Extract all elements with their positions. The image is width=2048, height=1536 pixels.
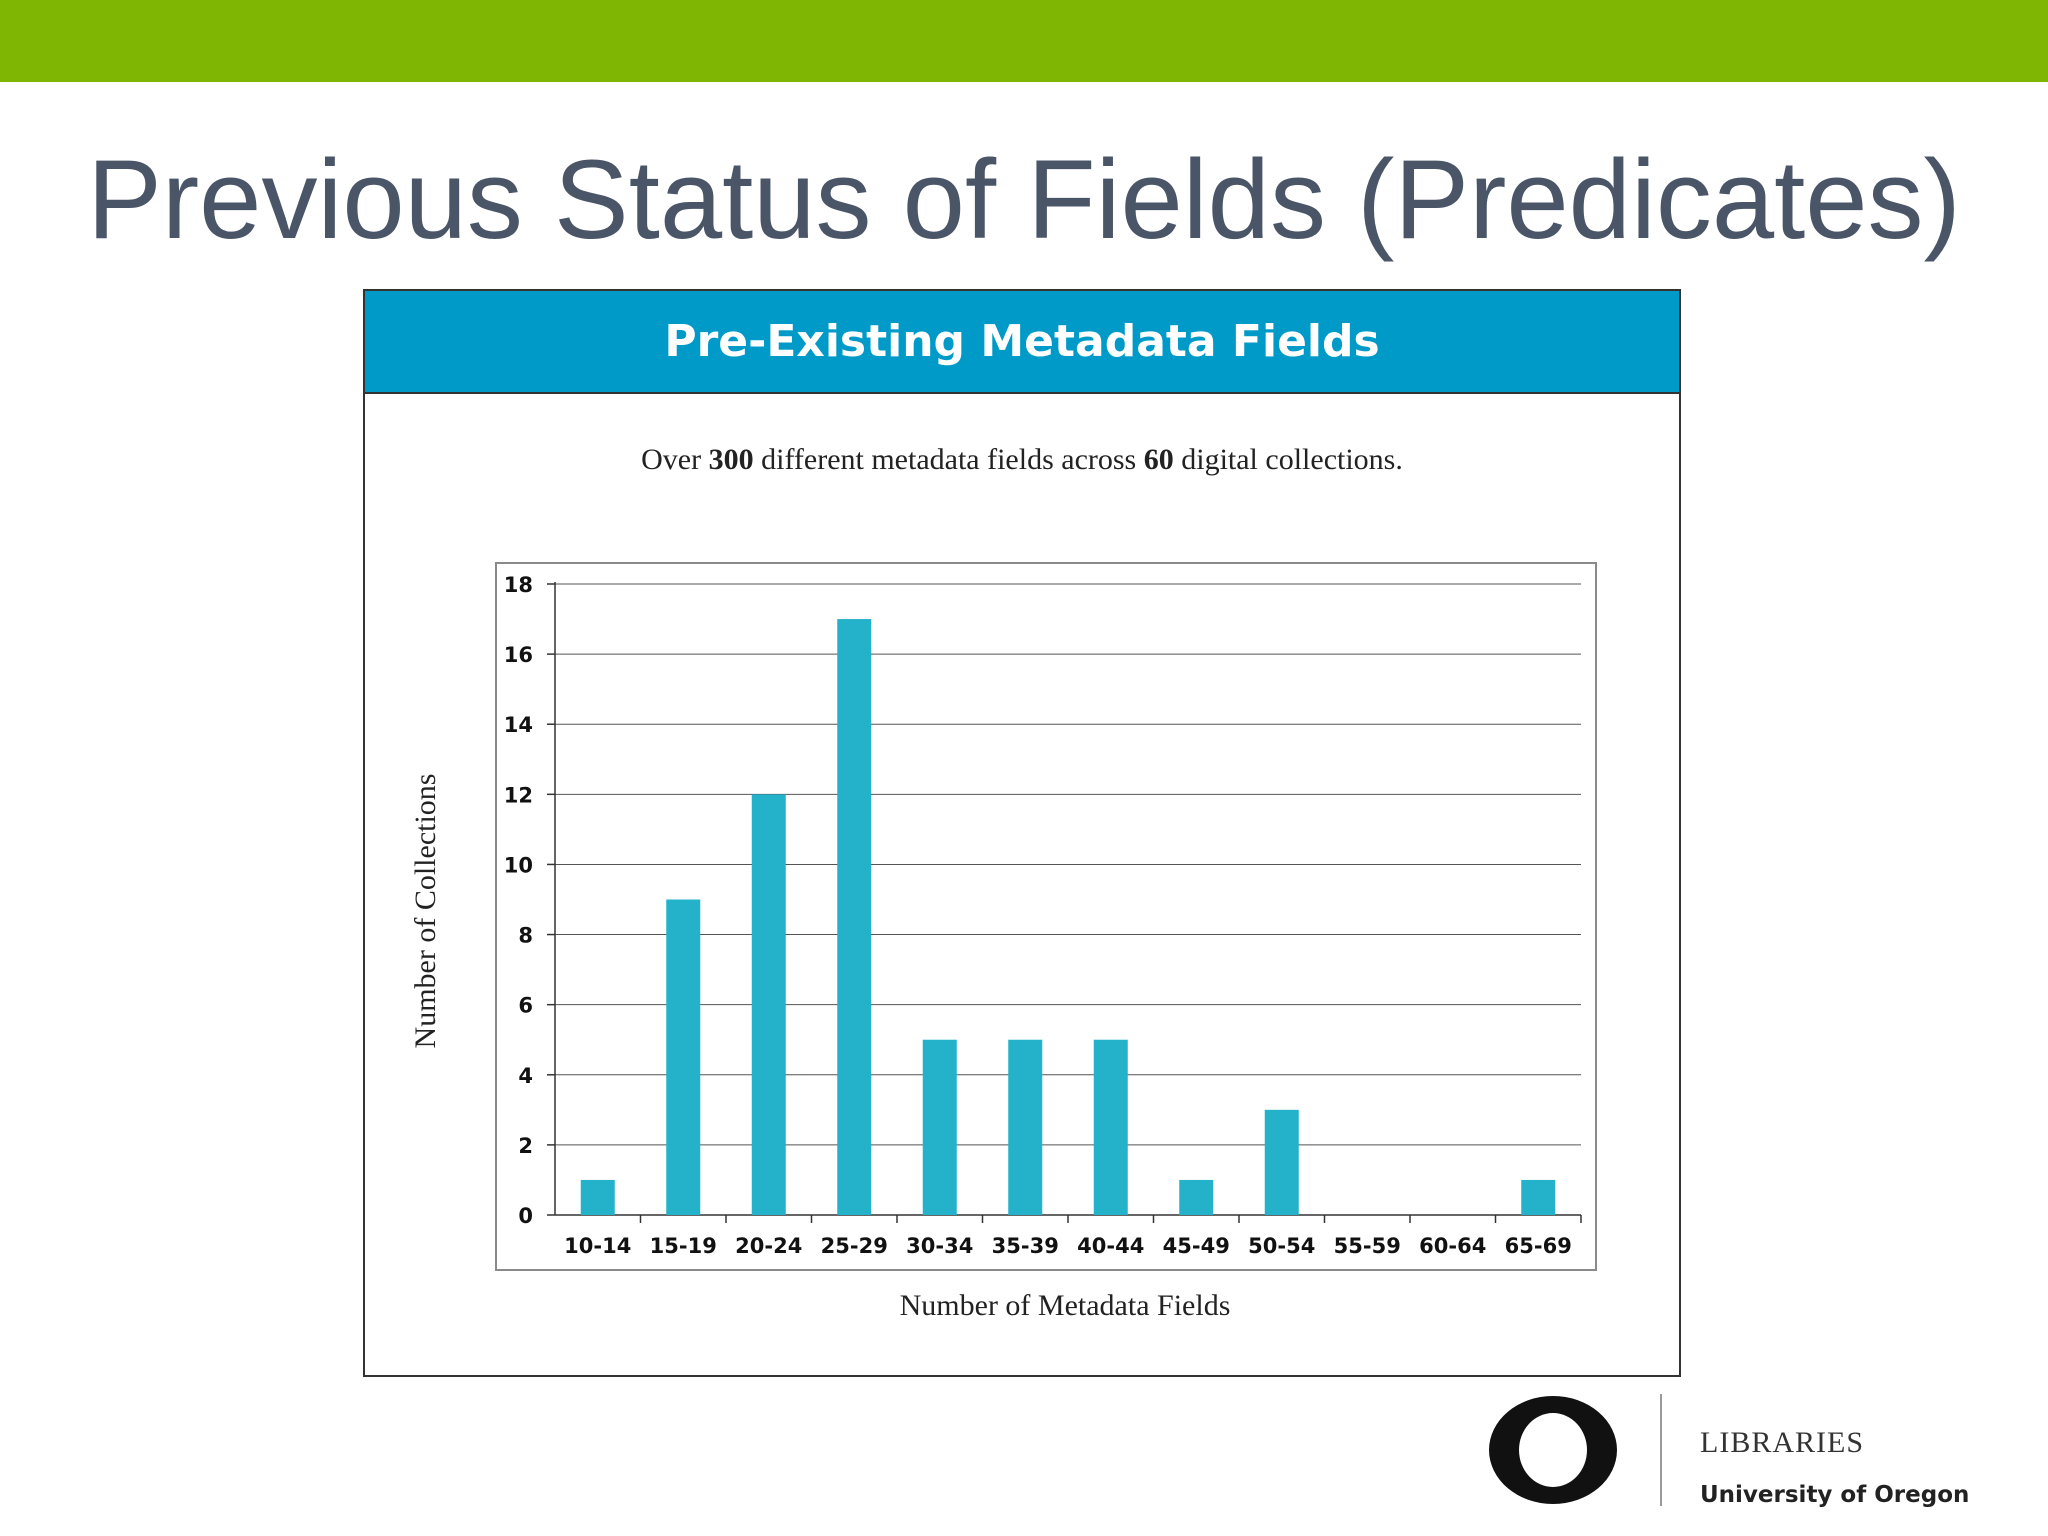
x-tick-label: 25-29 [821, 1234, 888, 1258]
subtitle-field-count: 300 [708, 443, 754, 476]
y-tick-label: 10 [504, 853, 533, 877]
slide-title: Previous Status of Fields (Predicates) [87, 137, 1961, 262]
y-tick-label: 8 [518, 924, 533, 948]
x-tick-label: 20-24 [735, 1234, 802, 1258]
y-tick-label: 14 [504, 713, 533, 737]
y-tick-label: 16 [504, 643, 533, 667]
bar-40-44 [1093, 1039, 1128, 1215]
top-accent-bar [0, 0, 2048, 82]
panel-header: Pre-Existing Metadata Fields [365, 291, 1679, 394]
bar-20-24 [751, 794, 786, 1215]
chart-subtitle: Over 300 different metadata fields acros… [365, 443, 1679, 477]
x-tick-label: 15-19 [650, 1234, 717, 1258]
bar-chart: 0 2 4 6 8 10 12 14 16 18 10-14 15-19 20-24 25-29 30-34… [409, 562, 1597, 1322]
logo-divider [1660, 1394, 1662, 1506]
bar-50-54 [1264, 1109, 1299, 1215]
y-tick-label: 2 [518, 1134, 533, 1158]
bar-35-39 [1008, 1039, 1043, 1215]
libraries-label: LIBRARIES [1700, 1426, 1865, 1459]
x-tick-label: 55-59 [1334, 1234, 1401, 1258]
subtitle-text-2: different metadata fields across [753, 443, 1144, 476]
x-tick-label: 60-64 [1419, 1234, 1486, 1258]
x-tick-label: 10-14 [564, 1234, 631, 1258]
bar-15-19 [666, 899, 701, 1215]
subtitle-text-1: Over [641, 443, 709, 476]
y-tick-label: 4 [518, 1064, 533, 1088]
y-tick-label: 0 [518, 1204, 533, 1228]
x-tick-label: 40-44 [1077, 1234, 1144, 1258]
x-tick-label: 50-54 [1248, 1234, 1315, 1258]
plot-frame [495, 562, 1597, 1271]
bar-30-34 [922, 1039, 957, 1215]
bar-65-69 [1521, 1179, 1556, 1215]
y-tick-label: 18 [504, 573, 533, 597]
bar-10-14 [580, 1179, 615, 1215]
x-axis-title: Number of Metadata Fields [900, 1289, 1231, 1322]
x-tick-label: 65-69 [1505, 1234, 1572, 1258]
x-tick-label: 45-49 [1163, 1234, 1230, 1258]
x-tick-label: 30-34 [906, 1234, 973, 1258]
y-axis-title: Number of Collections [409, 774, 442, 1049]
chart-panel: Pre-Existing Metadata Fields Over 300 di… [363, 289, 1681, 1377]
y-tick-label: 6 [518, 994, 533, 1018]
bar-25-29 [837, 619, 872, 1215]
subtitle-collection-count: 60 [1143, 443, 1174, 476]
subtitle-text-3: digital collections. [1173, 443, 1403, 476]
uo-o-logo-icon [1489, 1396, 1617, 1504]
bar-45-49 [1179, 1179, 1214, 1215]
university-label: University of Oregon [1700, 1482, 1970, 1508]
x-tick-label: 35-39 [992, 1234, 1059, 1258]
y-tick-label: 12 [504, 783, 533, 807]
